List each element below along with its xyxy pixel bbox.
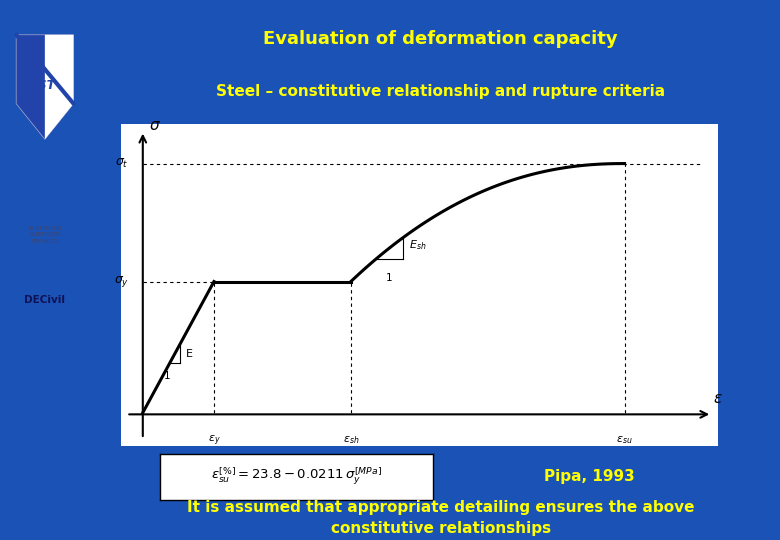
Text: 1: 1 (386, 273, 392, 282)
Text: E: E (186, 349, 193, 359)
Polygon shape (45, 35, 73, 139)
Text: Pipa, 1993: Pipa, 1993 (544, 469, 634, 484)
Text: $\varepsilon_{su}^{[\%]} = 23.8 - 0.0211\,\sigma_y^{[MPa]}$: $\varepsilon_{su}^{[\%]} = 23.8 - 0.0211… (211, 466, 382, 487)
Text: $\sigma$: $\sigma$ (149, 118, 161, 133)
Polygon shape (16, 35, 73, 139)
Text: $\varepsilon_{sh}$: $\varepsilon_{sh}$ (342, 434, 359, 446)
Text: IST: IST (34, 79, 56, 92)
Text: $\sigma_t$: $\sigma_t$ (115, 157, 129, 170)
Text: DECivil: DECivil (24, 295, 66, 305)
Text: $\varepsilon$: $\varepsilon$ (713, 391, 722, 406)
Text: It is assumed that appropriate detailing ensures the above
constitutive relation: It is assumed that appropriate detailing… (187, 501, 694, 536)
Text: $E_{sh}$: $E_{sh}$ (410, 239, 427, 252)
Text: $\varepsilon_y$: $\varepsilon_y$ (207, 434, 220, 448)
Text: Steel – constitutive relationship and rupture criteria: Steel – constitutive relationship and ru… (216, 84, 665, 99)
Text: 1: 1 (164, 371, 170, 381)
Text: $\varepsilon_{su}$: $\varepsilon_{su}$ (616, 434, 633, 446)
Text: INSTITUTO
SUPERIOR
TÉCNICO: INSTITUTO SUPERIOR TÉCNICO (28, 226, 62, 244)
Text: Evaluation of deformation capacity: Evaluation of deformation capacity (264, 30, 618, 48)
Text: $\sigma_y$: $\sigma_y$ (114, 274, 129, 289)
